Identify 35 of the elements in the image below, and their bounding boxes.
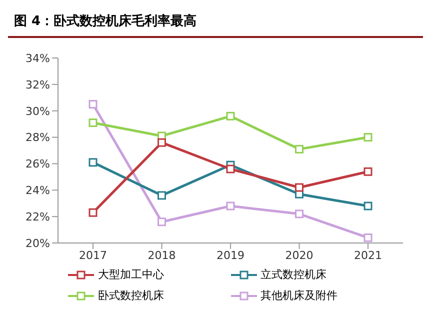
point (364, 167, 372, 176)
y-tick-label: 22% (26, 210, 50, 224)
point (295, 210, 304, 218)
legend-label: 立式数控机床 (260, 267, 326, 282)
point (295, 144, 304, 154)
y-tick-label: 20% (26, 236, 50, 250)
point (226, 112, 235, 120)
point (364, 133, 372, 142)
legend-label: 其他机床及附件 (260, 288, 338, 303)
x-tick-label: 2020 (285, 248, 314, 262)
point (364, 233, 372, 242)
point (88, 208, 98, 217)
legend-label: 卧式数控机床 (98, 288, 164, 303)
point (88, 118, 98, 127)
y-tick-label: 26% (26, 158, 50, 171)
point (158, 191, 166, 200)
x-tick-label: 2018 (148, 248, 176, 262)
point (226, 202, 235, 210)
y-tick-label: 24% (26, 184, 50, 198)
point (158, 218, 166, 226)
y-tick-label: 32% (26, 78, 50, 92)
point (364, 202, 372, 210)
point (226, 164, 235, 174)
point (88, 100, 98, 108)
chart-title: 图 4：卧式数控机床毛利率最高 (8, 8, 423, 38)
point (295, 183, 304, 192)
x-tick-label: 2017 (79, 248, 107, 262)
y-tick-label: 30% (26, 104, 50, 118)
y-tick-label: 28% (26, 131, 50, 144)
y-tick-label: 34% (26, 52, 50, 65)
point (158, 138, 166, 147)
x-tick-label: 2021 (354, 248, 382, 262)
point (88, 158, 98, 167)
x-tick-label: 2019 (216, 248, 244, 262)
legend-label: 大型加工中心 (98, 267, 164, 282)
